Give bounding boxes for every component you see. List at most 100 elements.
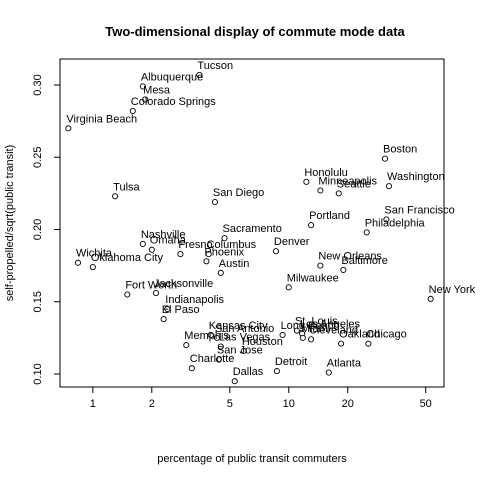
data-point [139, 83, 146, 90]
point-label: Memphis [184, 330, 229, 342]
data-point [211, 198, 218, 206]
point-label: San Jose [217, 345, 263, 357]
point-label: Nashville [141, 229, 186, 241]
data-point [129, 107, 136, 115]
point-label: Sacramento [223, 223, 282, 235]
point-label: Milwaukee [287, 272, 339, 284]
data-point [215, 356, 222, 363]
point-label: Seattle [337, 178, 371, 190]
point-label: Detroit [275, 356, 307, 368]
data-point [303, 178, 310, 185]
data-point [221, 235, 228, 242]
point-label: Oklahoma City [91, 252, 164, 264]
data-point [74, 259, 82, 266]
data-point [299, 334, 306, 341]
point-label: Baltimore [341, 255, 387, 267]
point-label: El Paso [162, 304, 200, 316]
data-points [65, 71, 434, 385]
y-axis: 0.10 0.15 0.20 0.25 0.30 [32, 74, 60, 385]
y-tick-label: 0.10 [32, 363, 44, 384]
data-point [205, 251, 212, 258]
y-tick-label: 0.25 [32, 147, 44, 168]
point-label: Charlotte [190, 353, 235, 365]
data-point [183, 342, 190, 349]
chart-title: Two-dimensional display of commute mode … [105, 24, 405, 39]
data-point [317, 187, 324, 194]
point-label: Boston [383, 144, 417, 156]
x-tick-label: 2 [149, 398, 155, 410]
point-label: Indianapolis [165, 294, 224, 306]
data-point [365, 340, 372, 347]
data-point [308, 336, 315, 343]
point-label: Albuquerque [141, 71, 203, 83]
y-tick-label: 0.20 [32, 219, 44, 240]
point-label: San Diego [213, 187, 264, 199]
point-label: Dallas [233, 366, 264, 378]
data-point [89, 264, 96, 271]
point-label: Virginia Beach [66, 113, 137, 125]
data-point [217, 269, 224, 276]
point-label: Fort Worth [125, 280, 177, 292]
x-tick-label: 5 [227, 398, 233, 410]
point-label: Colorado Springs [131, 96, 216, 108]
data-point [217, 343, 224, 350]
data-point [381, 155, 389, 162]
data-point [427, 295, 434, 302]
point-label: Long Beach [281, 320, 340, 332]
data-point [385, 183, 393, 190]
point-label: Mesa [143, 84, 171, 96]
data-point [308, 222, 315, 229]
data-point [124, 291, 131, 298]
x-axis: 1 2 5 10 20 50 [90, 387, 432, 410]
x-tick-label: 1 [90, 398, 96, 410]
data-point [340, 266, 347, 274]
data-point [207, 331, 214, 339]
point-label: Miami [301, 323, 330, 335]
point-label: Tulsa [113, 181, 140, 193]
data-point [383, 216, 390, 223]
data-point [293, 327, 300, 334]
data-point [213, 334, 220, 341]
data-point [338, 340, 345, 347]
data-point [65, 125, 72, 132]
data-point [188, 365, 195, 372]
data-point [317, 262, 324, 269]
x-axis-label: percentage of public transit commuters [157, 453, 347, 465]
point-label: St. Louis [295, 316, 338, 328]
point-label: Austin [219, 258, 250, 270]
point-label: San Francisco [384, 204, 454, 216]
point-label: Los Angeles [300, 319, 360, 331]
x-tick-label: 50 [420, 398, 432, 410]
data-point [112, 193, 119, 200]
data-point [335, 190, 342, 197]
data-point [285, 284, 292, 291]
data-point [177, 251, 184, 258]
point-label: Tucson [197, 60, 233, 72]
data-point [363, 229, 370, 236]
point-label: San Antonio [215, 323, 274, 335]
point-label: Wichita [76, 248, 113, 260]
point-label: Minneapolis [318, 175, 377, 187]
point-label: Fresno [178, 239, 212, 251]
data-point [279, 331, 286, 339]
point-label: Philadelphia [365, 217, 426, 229]
point-label: Oakland [339, 329, 380, 341]
point-label: Phoenix [204, 246, 244, 258]
data-point [148, 246, 155, 253]
data-point [139, 240, 146, 248]
point-label: Omaha [150, 235, 187, 247]
point-label: Atlanta [327, 358, 362, 370]
point-label: Chicago [366, 329, 406, 341]
point-label: Columbus [207, 239, 257, 251]
data-point [203, 258, 210, 265]
point-label: Las Vegas [219, 332, 271, 344]
point-label: Portland [309, 210, 350, 222]
y-tick-label: 0.15 [32, 291, 44, 312]
y-axis-label: self-propelled/sqrt(public transit) [4, 145, 16, 302]
data-point [142, 96, 149, 103]
point-label: Washington [387, 171, 445, 183]
point-label: Kansas City [209, 320, 268, 332]
data-point [152, 290, 159, 297]
